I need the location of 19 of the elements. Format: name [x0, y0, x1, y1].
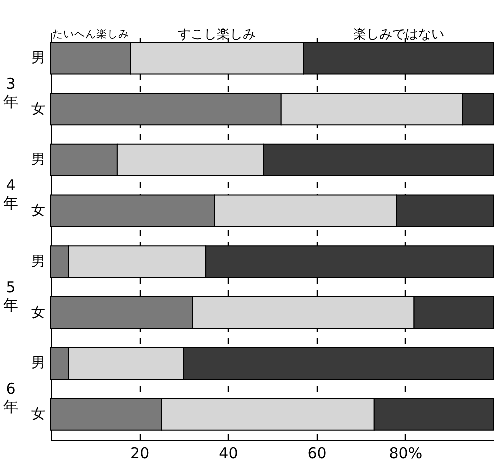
y-tick-label: 女 — [32, 101, 46, 118]
y-tick-label: 女 — [32, 203, 46, 220]
y-tick-label: 女 — [32, 304, 46, 321]
x-tick-label: 40 — [219, 444, 238, 462]
series-label: 楽しみではない — [353, 28, 444, 43]
x-tick-label: 60 — [308, 444, 327, 462]
series-label: たいへん楽しみ — [52, 28, 130, 41]
y-tick-label: 男 — [32, 356, 46, 372]
y-tick-label: 女 — [32, 406, 46, 423]
text: 6年 — [4, 380, 18, 416]
y-tick-label: 男 — [32, 254, 46, 270]
x-tick-label: 20 — [130, 444, 150, 462]
text: 3年 — [4, 74, 18, 111]
x-tick-label: 80% — [389, 444, 423, 462]
y-tick-label: 男 — [32, 152, 46, 168]
text: 5年 — [4, 278, 18, 314]
text: 4年 — [4, 176, 18, 213]
series-label: すこし楽しみ — [178, 28, 256, 43]
y-tick-label: 男 — [32, 50, 46, 66]
